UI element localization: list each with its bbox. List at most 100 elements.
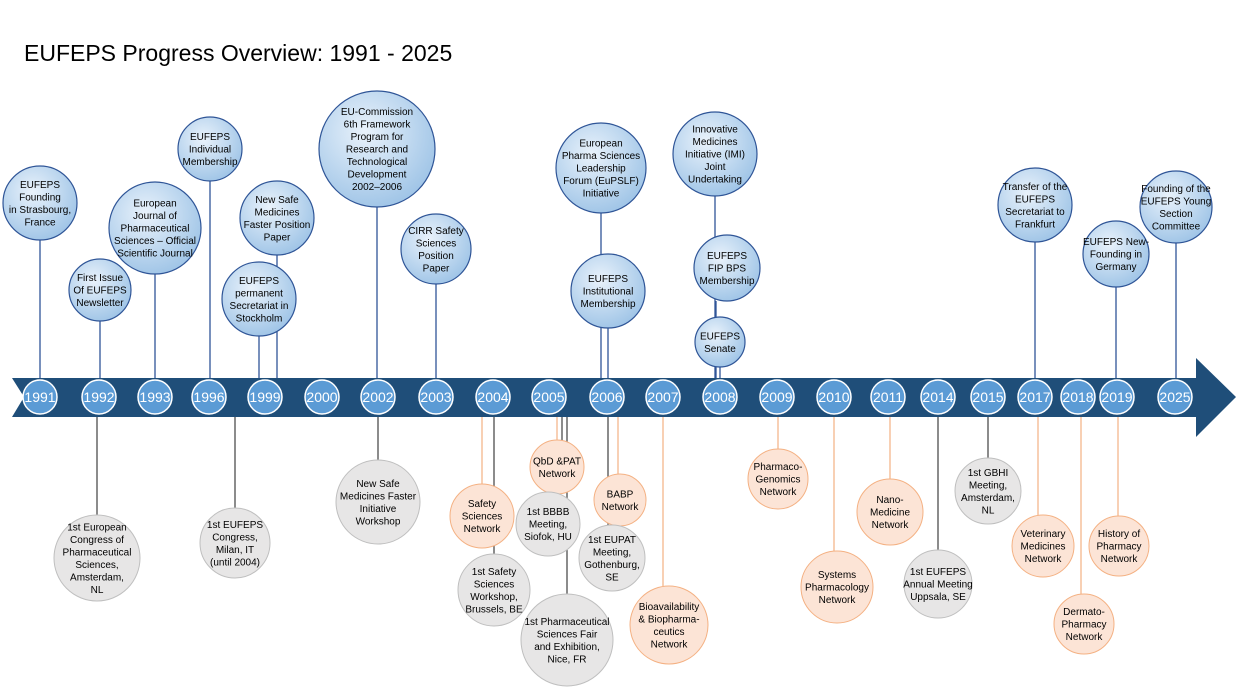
milestone-label-line: Institutional bbox=[583, 287, 634, 298]
milestone-label-line: Pharmaco- bbox=[754, 462, 803, 473]
milestone-label-line: 1st EUPAT bbox=[588, 535, 636, 546]
year-marker-1991 bbox=[22, 379, 58, 415]
year-label-2011: 2011 bbox=[873, 389, 903, 405]
milestone-label-line: Of EUFEPS bbox=[73, 286, 127, 297]
year-label-2015: 2015 bbox=[972, 389, 1003, 405]
year-label-2000: 2000 bbox=[306, 389, 337, 405]
milestone-bubble bbox=[199, 507, 271, 579]
year-label-2019: 2019 bbox=[1101, 389, 1132, 405]
milestone-bubble bbox=[400, 213, 472, 285]
milestone-label-line: Faster Position bbox=[244, 220, 311, 231]
milestone-label-line: Brussels, BE bbox=[465, 604, 523, 615]
milestone-bubble bbox=[1139, 170, 1213, 244]
year-marker-2014 bbox=[920, 379, 956, 415]
milestone-label-line: Medicines bbox=[692, 137, 737, 148]
year-marker-1993 bbox=[137, 379, 173, 415]
milestone-label-line: Dermato- bbox=[1063, 607, 1105, 618]
year-label-2009: 2009 bbox=[761, 389, 792, 405]
milestone-label-line: NL bbox=[982, 505, 995, 516]
milestone-label-line: Paper bbox=[264, 232, 291, 243]
year-label-1991: 1991 bbox=[24, 389, 55, 405]
milestone-label-line: Membership bbox=[182, 157, 237, 168]
milestone-label-line: Undertaking bbox=[688, 175, 742, 186]
milestone-label-line: Position bbox=[418, 251, 454, 262]
milestone-label-line: 2002–2006 bbox=[352, 182, 402, 193]
milestone-bubble bbox=[68, 258, 132, 322]
milestone-label-line: First Issue bbox=[77, 273, 124, 284]
milestone-label-line: Genomics bbox=[755, 475, 800, 486]
milestone-label-line: Sciences bbox=[462, 512, 503, 523]
milestone-label-line: Individual bbox=[189, 145, 231, 156]
milestone-bubble bbox=[747, 448, 809, 510]
milestone-bubble bbox=[629, 585, 709, 665]
milestone-bubble bbox=[449, 483, 515, 549]
milestone-label-line: EUFEPS New- bbox=[1083, 237, 1149, 248]
year-marker-2007 bbox=[645, 379, 681, 415]
milestone-label-line: 1st GBHI bbox=[968, 468, 1009, 479]
milestone-label-line: Uppsala, SE bbox=[910, 592, 966, 603]
milestone-bubble bbox=[1011, 514, 1075, 578]
milestone-bubble bbox=[457, 553, 531, 627]
milestone-label-line: Medicines Faster bbox=[340, 491, 417, 502]
milestone-label-line: Founding bbox=[19, 192, 61, 203]
year-label-2017: 2017 bbox=[1019, 389, 1050, 405]
milestone-label-line: in Strasbourg, bbox=[9, 205, 71, 216]
milestone-label-line: EUFEPS Young bbox=[1141, 196, 1212, 207]
milestone-label-line: Technological bbox=[347, 157, 408, 168]
milestone-label-line: Nano- bbox=[876, 495, 903, 506]
milestone-label-line: History of bbox=[1098, 529, 1140, 540]
milestone-bubble bbox=[570, 253, 646, 329]
milestone-label-line: Pharmaceutical bbox=[121, 224, 190, 235]
year-label-2010: 2010 bbox=[818, 389, 849, 405]
milestone-label-line: Scientific Journal bbox=[117, 249, 193, 260]
year-marker-2005 bbox=[531, 379, 567, 415]
milestone-label-line: 1st EUFEPS bbox=[910, 567, 966, 578]
milestone-label-line: & Biopharma- bbox=[638, 614, 699, 625]
milestone-label-line: Gothenburg, bbox=[584, 560, 640, 571]
milestone-label-line: Forum (EuPSLF) bbox=[563, 176, 639, 187]
milestone-label-line: Sciences Fair bbox=[537, 629, 598, 640]
milestone-label-line: Network bbox=[1101, 554, 1139, 565]
milestone-label-line: Stockholm bbox=[236, 313, 283, 324]
year-label-2004: 2004 bbox=[477, 389, 508, 405]
milestone-label-line: Medicines bbox=[254, 207, 299, 218]
milestone-label-line: 1st Pharmaceutical bbox=[524, 617, 609, 628]
milestone-label-line: Pharmacy bbox=[1061, 620, 1106, 631]
year-marker-2011 bbox=[870, 379, 906, 415]
milestone-label-line: Newsletter bbox=[76, 298, 124, 309]
milestone-label-line: EUFEPS bbox=[20, 180, 60, 191]
year-marker-2004 bbox=[475, 379, 511, 415]
milestone-bubble bbox=[520, 593, 614, 687]
year-label-2007: 2007 bbox=[647, 389, 678, 405]
milestone-label-line: European bbox=[133, 199, 176, 210]
milestone-label-line: Leadership bbox=[576, 164, 626, 175]
milestone-label-line: Meeting, bbox=[593, 547, 631, 558]
milestone-bubble bbox=[318, 90, 436, 208]
milestone-label-line: SE bbox=[605, 572, 619, 583]
year-label-1993: 1993 bbox=[139, 389, 170, 405]
milestone-label-line: Founding in bbox=[1090, 250, 1142, 261]
milestone-bubble bbox=[239, 180, 315, 256]
year-label-2025: 2025 bbox=[1159, 389, 1190, 405]
milestone-bubble bbox=[1082, 220, 1150, 288]
milestone-eufeps-senate: EUFEPS Senate bbox=[694, 316, 746, 368]
year-label-1996: 1996 bbox=[193, 389, 224, 405]
milestone-bubble bbox=[694, 316, 746, 368]
milestone-label-line: Founding of the bbox=[1141, 184, 1211, 195]
milestone-bubble bbox=[108, 181, 202, 275]
milestone-label-line: EUFEPS bbox=[588, 274, 628, 285]
milestone-label-line: 6th Framework bbox=[344, 120, 412, 131]
milestone-bubble bbox=[672, 111, 758, 197]
milestone-label-line: permanent bbox=[235, 288, 283, 299]
